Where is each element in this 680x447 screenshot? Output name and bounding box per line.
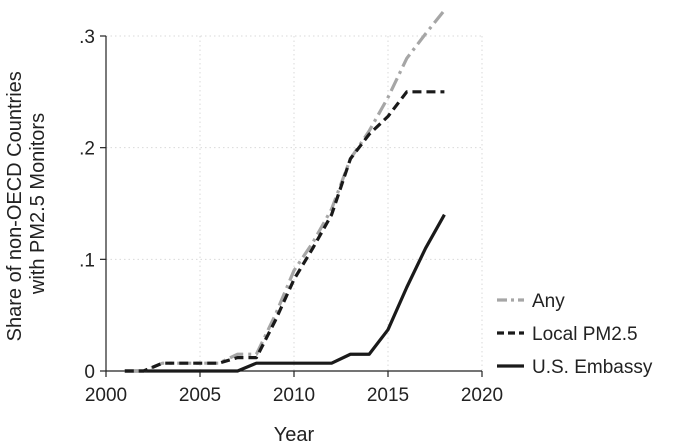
grid-layer bbox=[106, 35, 483, 371]
y-ticks: 0 .1 .2 .3 bbox=[79, 27, 106, 383]
y-tick-label-3: .3 bbox=[79, 27, 95, 48]
y-axis-title-line-1: Share of non-OECD Countries bbox=[4, 71, 26, 341]
y-tick-label-2: .2 bbox=[79, 139, 95, 160]
y-tick-label-0: 0 bbox=[84, 362, 95, 383]
x-tick-label-4: 2020 bbox=[461, 385, 503, 406]
series-line-1 bbox=[124, 90, 445, 373]
x-tick-label-1: 2005 bbox=[179, 385, 221, 406]
x-tick-label-3: 2015 bbox=[367, 385, 409, 406]
series-line-2 bbox=[124, 213, 446, 373]
x-axis-title: Year bbox=[274, 424, 315, 446]
legend-label-0: Any bbox=[532, 291, 565, 312]
y-axis-title: Share of non-OECD Countries with PM2.5 M… bbox=[4, 66, 49, 342]
legend-label-2: U.S. Embassy bbox=[532, 357, 653, 378]
y-axis-title-line-2: with PM2.5 Monitors bbox=[27, 113, 49, 295]
series-layer bbox=[124, 9, 446, 373]
x-ticks: 2000 2005 2010 2015 2020 bbox=[85, 371, 503, 406]
y-tick-label-1: .1 bbox=[79, 250, 95, 271]
series-line-0 bbox=[124, 9, 446, 373]
legend: Any Local PM2.5 U.S. Embassy bbox=[497, 291, 653, 378]
x-tick-label-2: 2010 bbox=[273, 385, 315, 406]
x-tick-label-0: 2000 bbox=[85, 385, 127, 406]
legend-label-1: Local PM2.5 bbox=[532, 324, 638, 345]
